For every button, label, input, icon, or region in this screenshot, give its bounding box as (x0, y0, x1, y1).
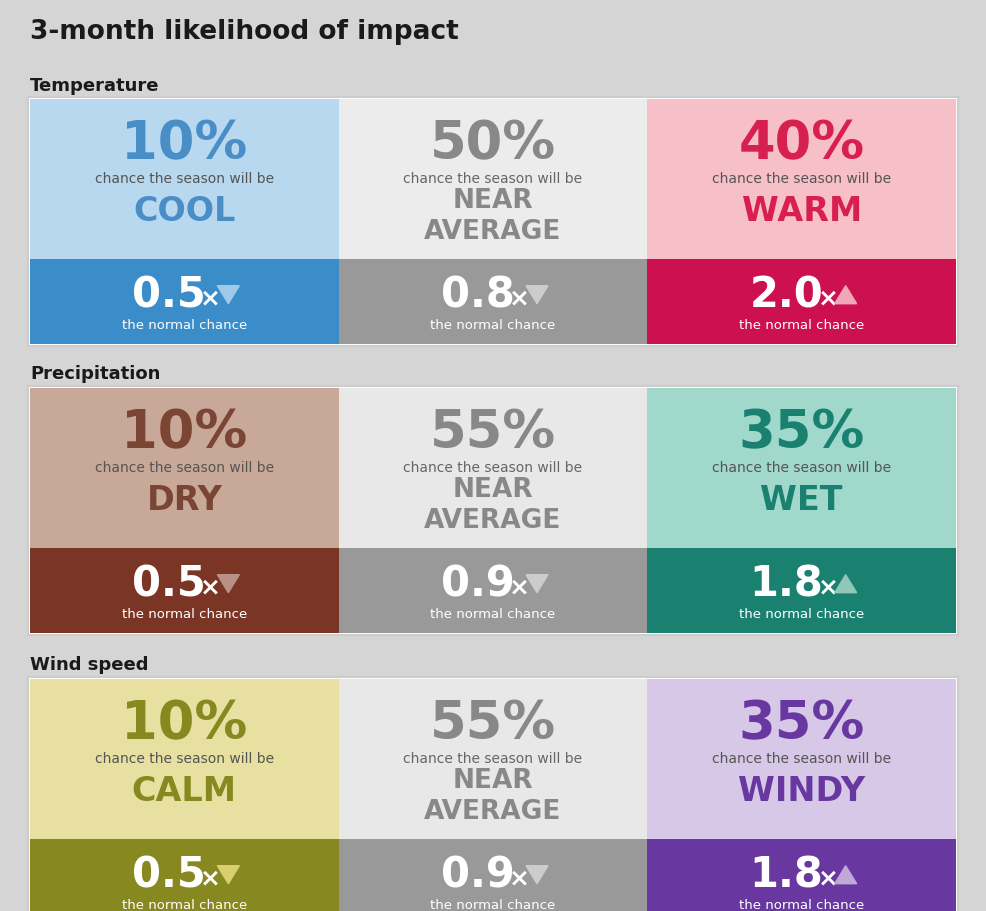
Text: chance the season will be: chance the season will be (712, 460, 891, 475)
Text: 55%: 55% (430, 406, 556, 458)
Text: NEAR
AVERAGE: NEAR AVERAGE (424, 188, 562, 245)
Text: 0.5: 0.5 (132, 854, 206, 896)
Polygon shape (217, 865, 240, 884)
Text: 50%: 50% (430, 118, 556, 169)
Text: ×: × (817, 575, 839, 599)
Text: chance the season will be: chance the season will be (403, 752, 583, 765)
Bar (28, 677, 958, 911)
Polygon shape (526, 575, 548, 593)
Polygon shape (835, 286, 857, 304)
Text: ×: × (509, 286, 530, 311)
Bar (338, 548, 648, 633)
Bar (30, 839, 338, 911)
Bar (30, 389, 338, 548)
Text: the normal chance: the normal chance (121, 608, 246, 620)
Text: ×: × (200, 865, 221, 890)
Bar (648, 260, 956, 344)
Text: chance the season will be: chance the season will be (712, 172, 891, 186)
Text: 0.5: 0.5 (132, 563, 206, 605)
Text: ×: × (200, 575, 221, 599)
Text: ×: × (817, 865, 839, 890)
Bar (30, 260, 338, 344)
Bar (338, 100, 648, 260)
Polygon shape (835, 575, 857, 593)
Text: the normal chance: the normal chance (430, 898, 556, 911)
Polygon shape (217, 286, 240, 304)
Text: the normal chance: the normal chance (740, 319, 865, 332)
Text: chance the season will be: chance the season will be (95, 172, 274, 186)
Polygon shape (526, 286, 548, 304)
Bar (30, 100, 338, 260)
Text: chance the season will be: chance the season will be (403, 172, 583, 186)
Text: 55%: 55% (430, 697, 556, 749)
Text: ×: × (817, 286, 839, 311)
Text: 35%: 35% (739, 697, 865, 749)
Bar (30, 680, 338, 839)
Text: WET: WET (760, 484, 843, 517)
Bar (338, 260, 648, 344)
Text: chance the season will be: chance the season will be (712, 752, 891, 765)
Text: 0.8: 0.8 (441, 274, 515, 316)
Text: WARM: WARM (741, 195, 862, 228)
Bar (338, 839, 648, 911)
Bar (28, 386, 958, 635)
Text: Precipitation: Precipitation (30, 364, 161, 383)
Text: 10%: 10% (121, 697, 247, 749)
Text: COOL: COOL (133, 195, 236, 228)
Bar (648, 548, 956, 633)
Text: 2.0: 2.0 (749, 274, 823, 316)
Polygon shape (526, 865, 548, 884)
Text: CALM: CALM (132, 774, 237, 807)
Polygon shape (217, 575, 240, 593)
Bar (338, 389, 648, 548)
Text: 40%: 40% (739, 118, 865, 169)
Text: the normal chance: the normal chance (430, 319, 556, 332)
Bar (338, 680, 648, 839)
Text: 0.9: 0.9 (441, 854, 515, 896)
Text: NEAR
AVERAGE: NEAR AVERAGE (424, 476, 562, 534)
Text: Temperature: Temperature (30, 77, 160, 95)
Text: 1.8: 1.8 (749, 563, 823, 605)
Text: the normal chance: the normal chance (121, 898, 246, 911)
Text: the normal chance: the normal chance (740, 608, 865, 620)
Bar (30, 548, 338, 633)
Text: DRY: DRY (146, 484, 222, 517)
Bar (648, 680, 956, 839)
Text: the normal chance: the normal chance (740, 898, 865, 911)
Text: 10%: 10% (121, 118, 247, 169)
Text: chance the season will be: chance the season will be (403, 460, 583, 475)
Text: 1.8: 1.8 (749, 854, 823, 896)
Text: 35%: 35% (739, 406, 865, 458)
Text: ×: × (200, 286, 221, 311)
Text: 10%: 10% (121, 406, 247, 458)
Bar (648, 389, 956, 548)
Text: ×: × (509, 575, 530, 599)
Text: 3-month likelihood of impact: 3-month likelihood of impact (30, 19, 458, 45)
Text: 0.9: 0.9 (441, 563, 515, 605)
Text: the normal chance: the normal chance (430, 608, 556, 620)
Text: Wind speed: Wind speed (30, 655, 149, 673)
Text: chance the season will be: chance the season will be (95, 752, 274, 765)
Text: WINDY: WINDY (739, 774, 866, 807)
Text: the normal chance: the normal chance (121, 319, 246, 332)
Bar (648, 839, 956, 911)
Text: chance the season will be: chance the season will be (95, 460, 274, 475)
Polygon shape (835, 865, 857, 884)
Text: NEAR
AVERAGE: NEAR AVERAGE (424, 767, 562, 824)
Bar (648, 100, 956, 260)
Bar (28, 97, 958, 346)
Text: 0.5: 0.5 (132, 274, 206, 316)
Text: ×: × (509, 865, 530, 890)
